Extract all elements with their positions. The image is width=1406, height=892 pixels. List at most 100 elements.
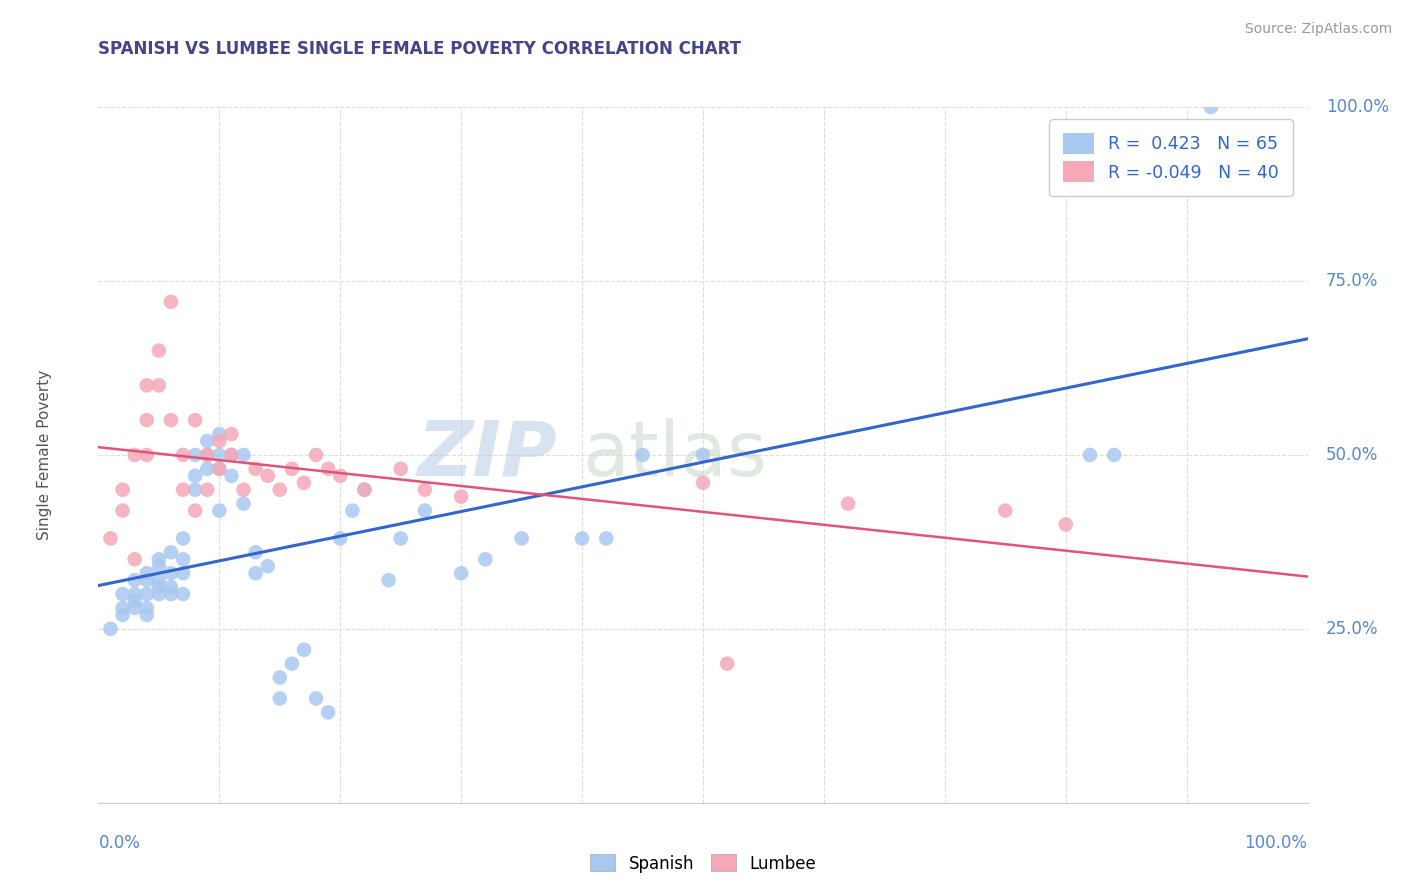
Text: 75.0%: 75.0% bbox=[1326, 272, 1378, 290]
Point bbox=[221, 468, 243, 483]
Point bbox=[232, 483, 254, 497]
Point bbox=[329, 532, 352, 546]
Point bbox=[208, 503, 231, 517]
Point bbox=[232, 497, 254, 511]
Point bbox=[111, 601, 134, 615]
Point bbox=[510, 532, 533, 546]
Point bbox=[232, 448, 254, 462]
Point bbox=[316, 706, 339, 720]
Point bbox=[184, 503, 207, 517]
Text: 0.0%: 0.0% bbox=[98, 834, 141, 852]
Point bbox=[135, 607, 157, 622]
Point bbox=[111, 587, 134, 601]
Point bbox=[135, 601, 157, 615]
Point bbox=[160, 413, 183, 427]
Point bbox=[184, 448, 207, 462]
Point bbox=[413, 483, 436, 497]
Text: 50.0%: 50.0% bbox=[1326, 446, 1378, 464]
Point bbox=[474, 552, 496, 566]
Legend: Spanish, Lumbee: Spanish, Lumbee bbox=[583, 847, 823, 880]
Point bbox=[281, 657, 304, 671]
Point bbox=[692, 448, 714, 462]
Text: Single Female Poverty: Single Female Poverty bbox=[37, 370, 52, 540]
Text: ZIP: ZIP bbox=[418, 418, 558, 491]
Point bbox=[1078, 448, 1101, 462]
Point bbox=[135, 573, 157, 587]
Point bbox=[148, 378, 170, 392]
Point bbox=[389, 462, 412, 476]
Point bbox=[221, 448, 243, 462]
Point bbox=[413, 503, 436, 517]
Point bbox=[571, 532, 593, 546]
Point bbox=[1102, 448, 1125, 462]
Point bbox=[208, 462, 231, 476]
Point bbox=[316, 462, 339, 476]
Point bbox=[353, 483, 375, 497]
Point bbox=[195, 462, 218, 476]
Point bbox=[184, 468, 207, 483]
Point bbox=[195, 448, 218, 462]
Point bbox=[135, 587, 157, 601]
Point bbox=[716, 657, 738, 671]
Point bbox=[148, 552, 170, 566]
Point bbox=[256, 559, 278, 574]
Point bbox=[342, 503, 364, 517]
Point bbox=[160, 566, 183, 581]
Point bbox=[172, 552, 194, 566]
Point bbox=[184, 413, 207, 427]
Point bbox=[208, 462, 231, 476]
Point bbox=[160, 587, 183, 601]
Point bbox=[292, 642, 315, 657]
Point bbox=[329, 468, 352, 483]
Point bbox=[160, 580, 183, 594]
Text: SPANISH VS LUMBEE SINGLE FEMALE POVERTY CORRELATION CHART: SPANISH VS LUMBEE SINGLE FEMALE POVERTY … bbox=[98, 40, 741, 58]
Point bbox=[994, 503, 1017, 517]
Point bbox=[450, 566, 472, 581]
Point bbox=[692, 475, 714, 490]
Point bbox=[172, 532, 194, 546]
Point bbox=[195, 448, 218, 462]
Point bbox=[111, 607, 134, 622]
Point bbox=[269, 483, 291, 497]
Point bbox=[245, 545, 267, 559]
Point bbox=[148, 573, 170, 587]
Point bbox=[195, 483, 218, 497]
Point bbox=[148, 587, 170, 601]
Point bbox=[195, 434, 218, 448]
Point bbox=[160, 545, 183, 559]
Point bbox=[256, 468, 278, 483]
Point bbox=[281, 462, 304, 476]
Point bbox=[148, 559, 170, 574]
Point bbox=[148, 580, 170, 594]
Point bbox=[208, 427, 231, 442]
Point bbox=[305, 691, 328, 706]
Point bbox=[135, 378, 157, 392]
Point bbox=[124, 552, 146, 566]
Point bbox=[135, 448, 157, 462]
Point bbox=[172, 587, 194, 601]
Point bbox=[160, 294, 183, 309]
Point bbox=[837, 497, 859, 511]
Text: 100.0%: 100.0% bbox=[1244, 834, 1308, 852]
Point bbox=[111, 503, 134, 517]
Point bbox=[135, 566, 157, 581]
Point bbox=[148, 343, 170, 358]
Point bbox=[100, 532, 122, 546]
Point bbox=[305, 448, 328, 462]
Point bbox=[353, 483, 375, 497]
Point bbox=[269, 691, 291, 706]
Point bbox=[172, 448, 194, 462]
Point bbox=[124, 573, 146, 587]
Point bbox=[172, 566, 194, 581]
Point bbox=[135, 413, 157, 427]
Point bbox=[450, 490, 472, 504]
Point bbox=[631, 448, 654, 462]
Point bbox=[111, 483, 134, 497]
Point bbox=[124, 594, 146, 608]
Point bbox=[595, 532, 617, 546]
Text: 25.0%: 25.0% bbox=[1326, 620, 1378, 638]
Point bbox=[208, 448, 231, 462]
Point bbox=[221, 427, 243, 442]
Point bbox=[245, 462, 267, 476]
Point bbox=[389, 532, 412, 546]
